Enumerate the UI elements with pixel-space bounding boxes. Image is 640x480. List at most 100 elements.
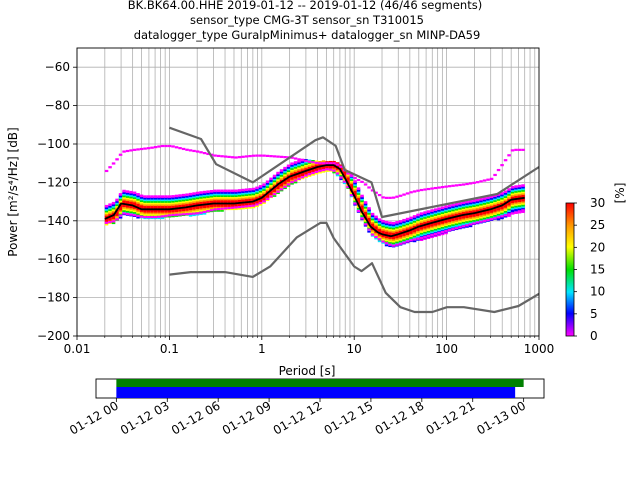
psd-outlier-cell xyxy=(517,210,522,213)
psd-density-cell xyxy=(248,188,252,191)
psd-density-cell xyxy=(493,215,497,219)
psd-density-cell xyxy=(479,199,483,203)
psd-density-cell xyxy=(412,220,417,223)
psd-density-cell xyxy=(496,196,501,200)
psd-density-cell xyxy=(290,165,294,169)
psd-density-cell xyxy=(241,203,245,207)
psd-outlier-cell xyxy=(416,237,420,240)
chart-title-line-2: sensor_type CMG-3T sensor_sn T310015 xyxy=(190,13,424,27)
psd-outlier-cell xyxy=(423,188,427,191)
psd-density-cell xyxy=(433,218,438,221)
psd-density-cell xyxy=(244,199,249,203)
psd-density-cell xyxy=(419,226,424,230)
psd-density-cell xyxy=(517,201,522,204)
psd-density-cell xyxy=(129,210,133,214)
psd-density-cell xyxy=(402,238,406,242)
psd-density-cell xyxy=(381,226,385,230)
psd-density-cell xyxy=(206,200,210,203)
psd-density-cell xyxy=(150,196,154,200)
psd-density-cell xyxy=(234,197,238,201)
psd-density-cell xyxy=(181,195,186,199)
psd-density-cell xyxy=(423,237,427,241)
psd-density-cell xyxy=(108,208,112,211)
psd-density-cell xyxy=(188,197,193,201)
psd-density-cell xyxy=(496,211,501,214)
psd-density-cell xyxy=(423,232,427,236)
psd-density-cell xyxy=(444,210,448,214)
psd-density-cell xyxy=(279,182,284,185)
y-tick-label: −200 xyxy=(37,329,70,343)
psd-outlier-cell xyxy=(339,176,343,179)
psd-density-cell xyxy=(454,211,459,214)
psd-outlier-cell xyxy=(297,158,301,161)
psd-density-cell xyxy=(230,191,235,194)
psd-density-cell xyxy=(223,205,228,209)
psd-density-cell xyxy=(419,218,424,222)
psd-density-cell xyxy=(318,170,322,174)
psd-density-cell xyxy=(122,199,126,203)
psd-density-cell xyxy=(286,166,291,169)
psd-outlier-cell xyxy=(370,189,375,192)
psd-density-cell xyxy=(258,188,263,191)
psd-density-cell xyxy=(349,179,354,183)
psd-density-cell xyxy=(405,217,410,221)
psd-density-cell xyxy=(164,203,168,207)
psd-density-cell xyxy=(479,197,483,201)
psd-density-cell xyxy=(157,203,161,207)
psd-density-cell xyxy=(353,181,357,185)
psd-density-cell xyxy=(433,226,438,229)
psd-density-cell xyxy=(370,224,375,227)
psd-density-cell xyxy=(265,188,270,192)
psd-density-cell xyxy=(276,186,280,190)
psd-outlier-cell xyxy=(213,208,217,211)
psd-outlier-cell xyxy=(472,181,476,184)
psd-density-cell xyxy=(496,193,501,196)
psd-density-cell xyxy=(493,204,497,207)
psd-density-cell xyxy=(395,224,399,227)
psd-density-cell xyxy=(433,213,438,216)
psd-outlier-cell xyxy=(461,225,466,228)
psd-density-cell xyxy=(510,210,515,214)
psd-density-cell xyxy=(507,201,511,204)
psd-density-cell xyxy=(503,192,508,195)
psd-density-cell xyxy=(157,211,161,215)
psd-density-cell xyxy=(136,211,140,214)
psd-density-cell xyxy=(507,214,511,217)
psd-density-cell xyxy=(290,178,294,182)
psd-density-cell xyxy=(377,233,382,236)
psd-outlier-cell xyxy=(164,214,168,217)
psd-density-cell xyxy=(521,203,525,207)
psd-density-cell xyxy=(164,196,168,200)
psd-density-cell xyxy=(202,205,207,209)
psd-density-cell xyxy=(479,219,483,222)
psd-density-cell xyxy=(213,196,217,199)
psd-density-cell xyxy=(283,168,287,172)
psd-outlier-cell xyxy=(241,205,245,208)
psd-outlier-cell xyxy=(258,154,263,157)
psd-density-cell xyxy=(129,212,133,215)
psd-density-cell xyxy=(153,209,158,213)
psd-outlier-cell xyxy=(150,215,154,219)
psd-density-cell xyxy=(412,234,417,238)
psd-density-cell xyxy=(251,202,256,206)
psd-density-cell xyxy=(139,194,144,198)
timeline-tick-label: 01-13 00 xyxy=(474,398,528,437)
psd-density-cell xyxy=(132,212,137,216)
psd-density-cell xyxy=(496,203,501,206)
psd-density-cell xyxy=(188,207,193,211)
psd-density-cell xyxy=(237,203,242,207)
mode-psd-line xyxy=(104,164,525,238)
psd-outlier-cell xyxy=(496,168,501,172)
psd-density-cell xyxy=(255,196,259,199)
psd-density-cell xyxy=(391,230,396,233)
psd-density-cell xyxy=(143,209,147,213)
psd-density-cell xyxy=(206,193,210,197)
psd-outlier-cell xyxy=(405,240,410,243)
psd-density-cell xyxy=(475,205,480,208)
psd-density-cell xyxy=(412,223,417,226)
psd-density-cell xyxy=(115,198,119,202)
psd-density-cell xyxy=(353,199,357,203)
psd-density-cell xyxy=(500,197,504,200)
psd-outlier-cell xyxy=(430,233,434,237)
psd-outlier-cell xyxy=(241,155,245,158)
